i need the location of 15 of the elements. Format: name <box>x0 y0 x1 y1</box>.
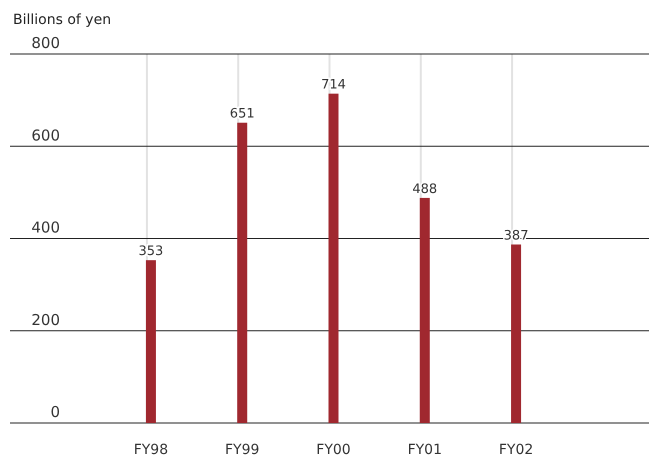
data-label: 488 <box>412 182 438 197</box>
y-tick-label: 600 <box>31 126 60 144</box>
data-label: 651 <box>230 106 255 122</box>
x-tick-label: FY99 <box>225 442 260 458</box>
y-tick-label: 400 <box>31 218 60 236</box>
x-tick-label: FY00 <box>316 442 351 458</box>
data-label: 353 <box>138 244 164 260</box>
y-tick-label: 800 <box>31 34 60 52</box>
x-tick-label: FY02 <box>498 442 534 458</box>
y-axis-title: Billions of yen <box>13 12 112 28</box>
y-tick-label: 0 <box>50 403 60 421</box>
x-tick-label: FY98 <box>134 442 168 458</box>
y-tick-label: 200 <box>31 310 60 329</box>
x-tick-label: FY01 <box>408 442 442 458</box>
data-label: 714 <box>321 78 346 93</box>
